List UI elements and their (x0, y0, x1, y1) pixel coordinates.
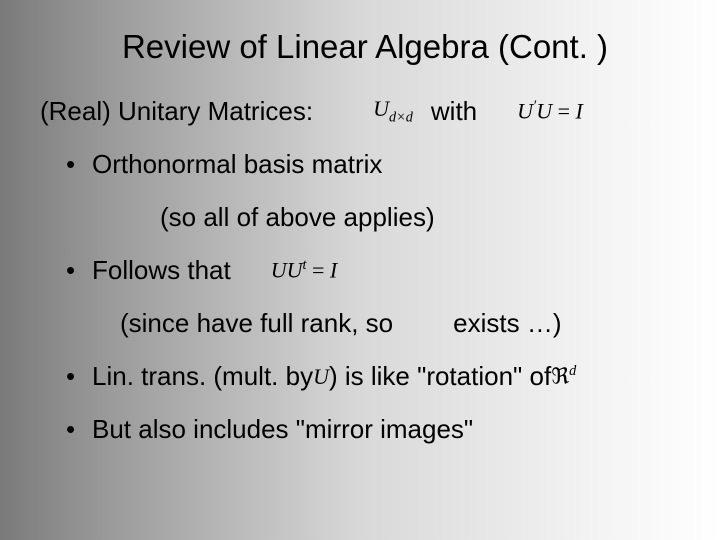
bullet-2-subtext-left: (since have full rank, so (120, 308, 393, 339)
bullet-3-text-b: ) is like "rotation" of (329, 361, 551, 392)
formula-U-dxd: Ud×d (373, 96, 413, 126)
formula-U: U (313, 364, 329, 390)
bullet-icon: • (66, 149, 92, 180)
bullet-2-subtext: (since have full rank, so exists …) (40, 308, 690, 339)
bullet-3-text-a: Lin. trans. (mult. by (92, 361, 313, 392)
bullet-2-text: Follows that (92, 255, 231, 286)
bullet-1-text: Orthonormal basis matrix (92, 149, 382, 180)
subheading-line: (Real) Unitary Matrices: Ud×d with U′U =… (40, 96, 690, 127)
with-text: with (431, 96, 477, 127)
formula-UUt-eq-I: UUt = I (271, 257, 338, 283)
subheading-text: (Real) Unitary Matrices: (40, 96, 313, 127)
bullet-icon: • (66, 255, 92, 286)
bullet-1: • Orthonormal basis matrix (40, 149, 690, 180)
bullet-2: • Follows that UUt = I (40, 255, 690, 286)
bullet-3: • Lin. trans. (mult. by U ) is like "rot… (40, 361, 690, 392)
bullet-4: • But also includes "mirror images" (40, 414, 690, 445)
slide-title: Review of Linear Algebra (Cont. ) (40, 28, 690, 66)
formula-UprimeU-eq-I: U′U = I (517, 98, 583, 124)
bullet-icon: • (66, 414, 92, 445)
bullet-icon: • (66, 361, 92, 392)
bullet-2-subtext-right: exists …) (453, 308, 561, 339)
formula-Rd: ℜd (551, 363, 576, 389)
bullet-1-subtext: (so all of above applies) (40, 202, 690, 233)
bullet-4-text: But also includes "mirror images" (92, 414, 473, 445)
